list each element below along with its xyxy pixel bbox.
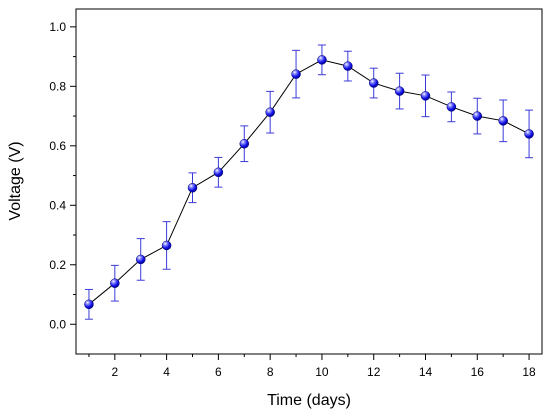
data-point <box>343 61 353 71</box>
data-point <box>498 116 508 126</box>
x-tick-label: 8 <box>267 365 274 379</box>
y-tick-label: 0.6 <box>49 139 66 153</box>
data-point <box>420 91 431 101</box>
data-point <box>472 111 483 121</box>
x-axis-title: Time (days) <box>267 392 351 409</box>
data-point <box>265 107 275 117</box>
data-point <box>135 254 146 265</box>
x-tick-label: 14 <box>419 365 433 379</box>
data-point <box>110 278 120 288</box>
y-tick-label: 0.2 <box>49 258 66 272</box>
data-point <box>161 240 172 251</box>
data-point <box>187 182 198 193</box>
error-bars <box>84 44 534 320</box>
data-points <box>84 55 534 310</box>
y-tick-label: 0.0 <box>49 317 66 331</box>
x-tick-label: 10 <box>315 365 329 379</box>
x-tick-label: 6 <box>215 365 222 379</box>
data-point <box>317 55 327 65</box>
data-point <box>213 167 224 178</box>
plot-frame <box>75 8 543 355</box>
x-tick-label: 18 <box>522 365 536 379</box>
data-point <box>524 129 534 139</box>
y-axis-title: Voltage (V) <box>7 141 24 220</box>
data-point <box>368 78 379 88</box>
data-point <box>84 299 94 310</box>
x-tick-label: 2 <box>111 365 118 379</box>
series-line <box>88 59 530 305</box>
y-axis-ticks: 0.0 0.2 0.4 0.6 0.8 1.0 <box>49 20 76 331</box>
data-point <box>394 86 405 96</box>
data-point <box>446 102 457 112</box>
x-tick-label: 16 <box>471 365 485 379</box>
x-axis-ticks: 2 4 6 8 10 12 14 16 18 <box>88 354 536 379</box>
y-tick-label: 0.8 <box>49 79 66 93</box>
x-tick-label: 12 <box>367 365 381 379</box>
data-point <box>291 69 301 79</box>
y-tick-label: 1.0 <box>49 20 66 34</box>
data-point <box>239 138 250 149</box>
x-tick-label: 4 <box>163 365 170 379</box>
y-tick-label: 0.4 <box>49 198 66 212</box>
